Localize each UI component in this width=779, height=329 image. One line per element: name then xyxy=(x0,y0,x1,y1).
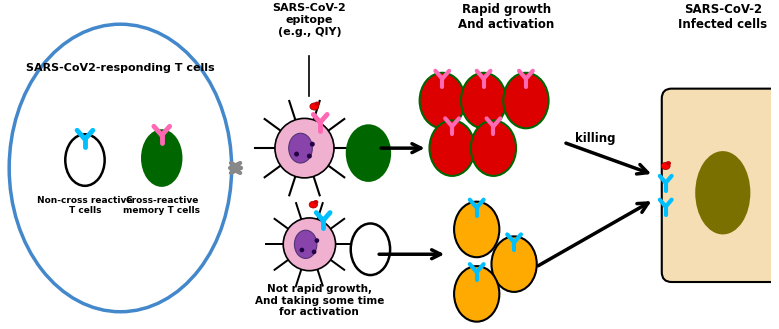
Ellipse shape xyxy=(315,238,319,243)
Ellipse shape xyxy=(284,218,336,271)
Ellipse shape xyxy=(310,142,315,147)
Ellipse shape xyxy=(492,237,537,292)
Ellipse shape xyxy=(471,120,516,176)
Text: Non-cross reactive
T cells: Non-cross reactive T cells xyxy=(37,196,132,215)
Ellipse shape xyxy=(429,120,474,176)
Ellipse shape xyxy=(65,134,104,186)
Ellipse shape xyxy=(300,248,305,252)
Ellipse shape xyxy=(294,152,299,157)
Ellipse shape xyxy=(351,223,390,275)
Ellipse shape xyxy=(695,151,750,234)
Text: Rapid growth
And activation: Rapid growth And activation xyxy=(458,3,555,31)
Ellipse shape xyxy=(289,133,312,163)
Ellipse shape xyxy=(661,163,670,169)
Ellipse shape xyxy=(294,230,317,259)
Text: Cross-reactive
memory T cells: Cross-reactive memory T cells xyxy=(123,196,200,215)
Ellipse shape xyxy=(314,102,319,106)
Ellipse shape xyxy=(9,24,231,312)
Text: killing: killing xyxy=(575,132,615,145)
Ellipse shape xyxy=(461,73,506,128)
Ellipse shape xyxy=(312,249,316,254)
Ellipse shape xyxy=(454,266,499,322)
Ellipse shape xyxy=(454,202,499,257)
Ellipse shape xyxy=(503,73,548,128)
Ellipse shape xyxy=(666,161,671,165)
FancyBboxPatch shape xyxy=(662,89,779,282)
Ellipse shape xyxy=(307,154,312,159)
Text: Not rapid growth,
And taking some time
for activation: Not rapid growth, And taking some time f… xyxy=(255,284,384,317)
Text: SARS-CoV-2
epitope
(e.g., QIY): SARS-CoV-2 epitope (e.g., QIY) xyxy=(273,3,346,37)
Ellipse shape xyxy=(347,125,390,181)
Text: SARS-CoV-2
Infected cells: SARS-CoV-2 Infected cells xyxy=(679,3,767,31)
Ellipse shape xyxy=(309,201,318,208)
Text: SARS-CoV2-responding T cells: SARS-CoV2-responding T cells xyxy=(26,63,215,73)
Ellipse shape xyxy=(142,130,182,186)
Ellipse shape xyxy=(420,73,465,128)
Ellipse shape xyxy=(275,118,334,178)
Ellipse shape xyxy=(310,103,319,110)
Ellipse shape xyxy=(313,200,319,204)
